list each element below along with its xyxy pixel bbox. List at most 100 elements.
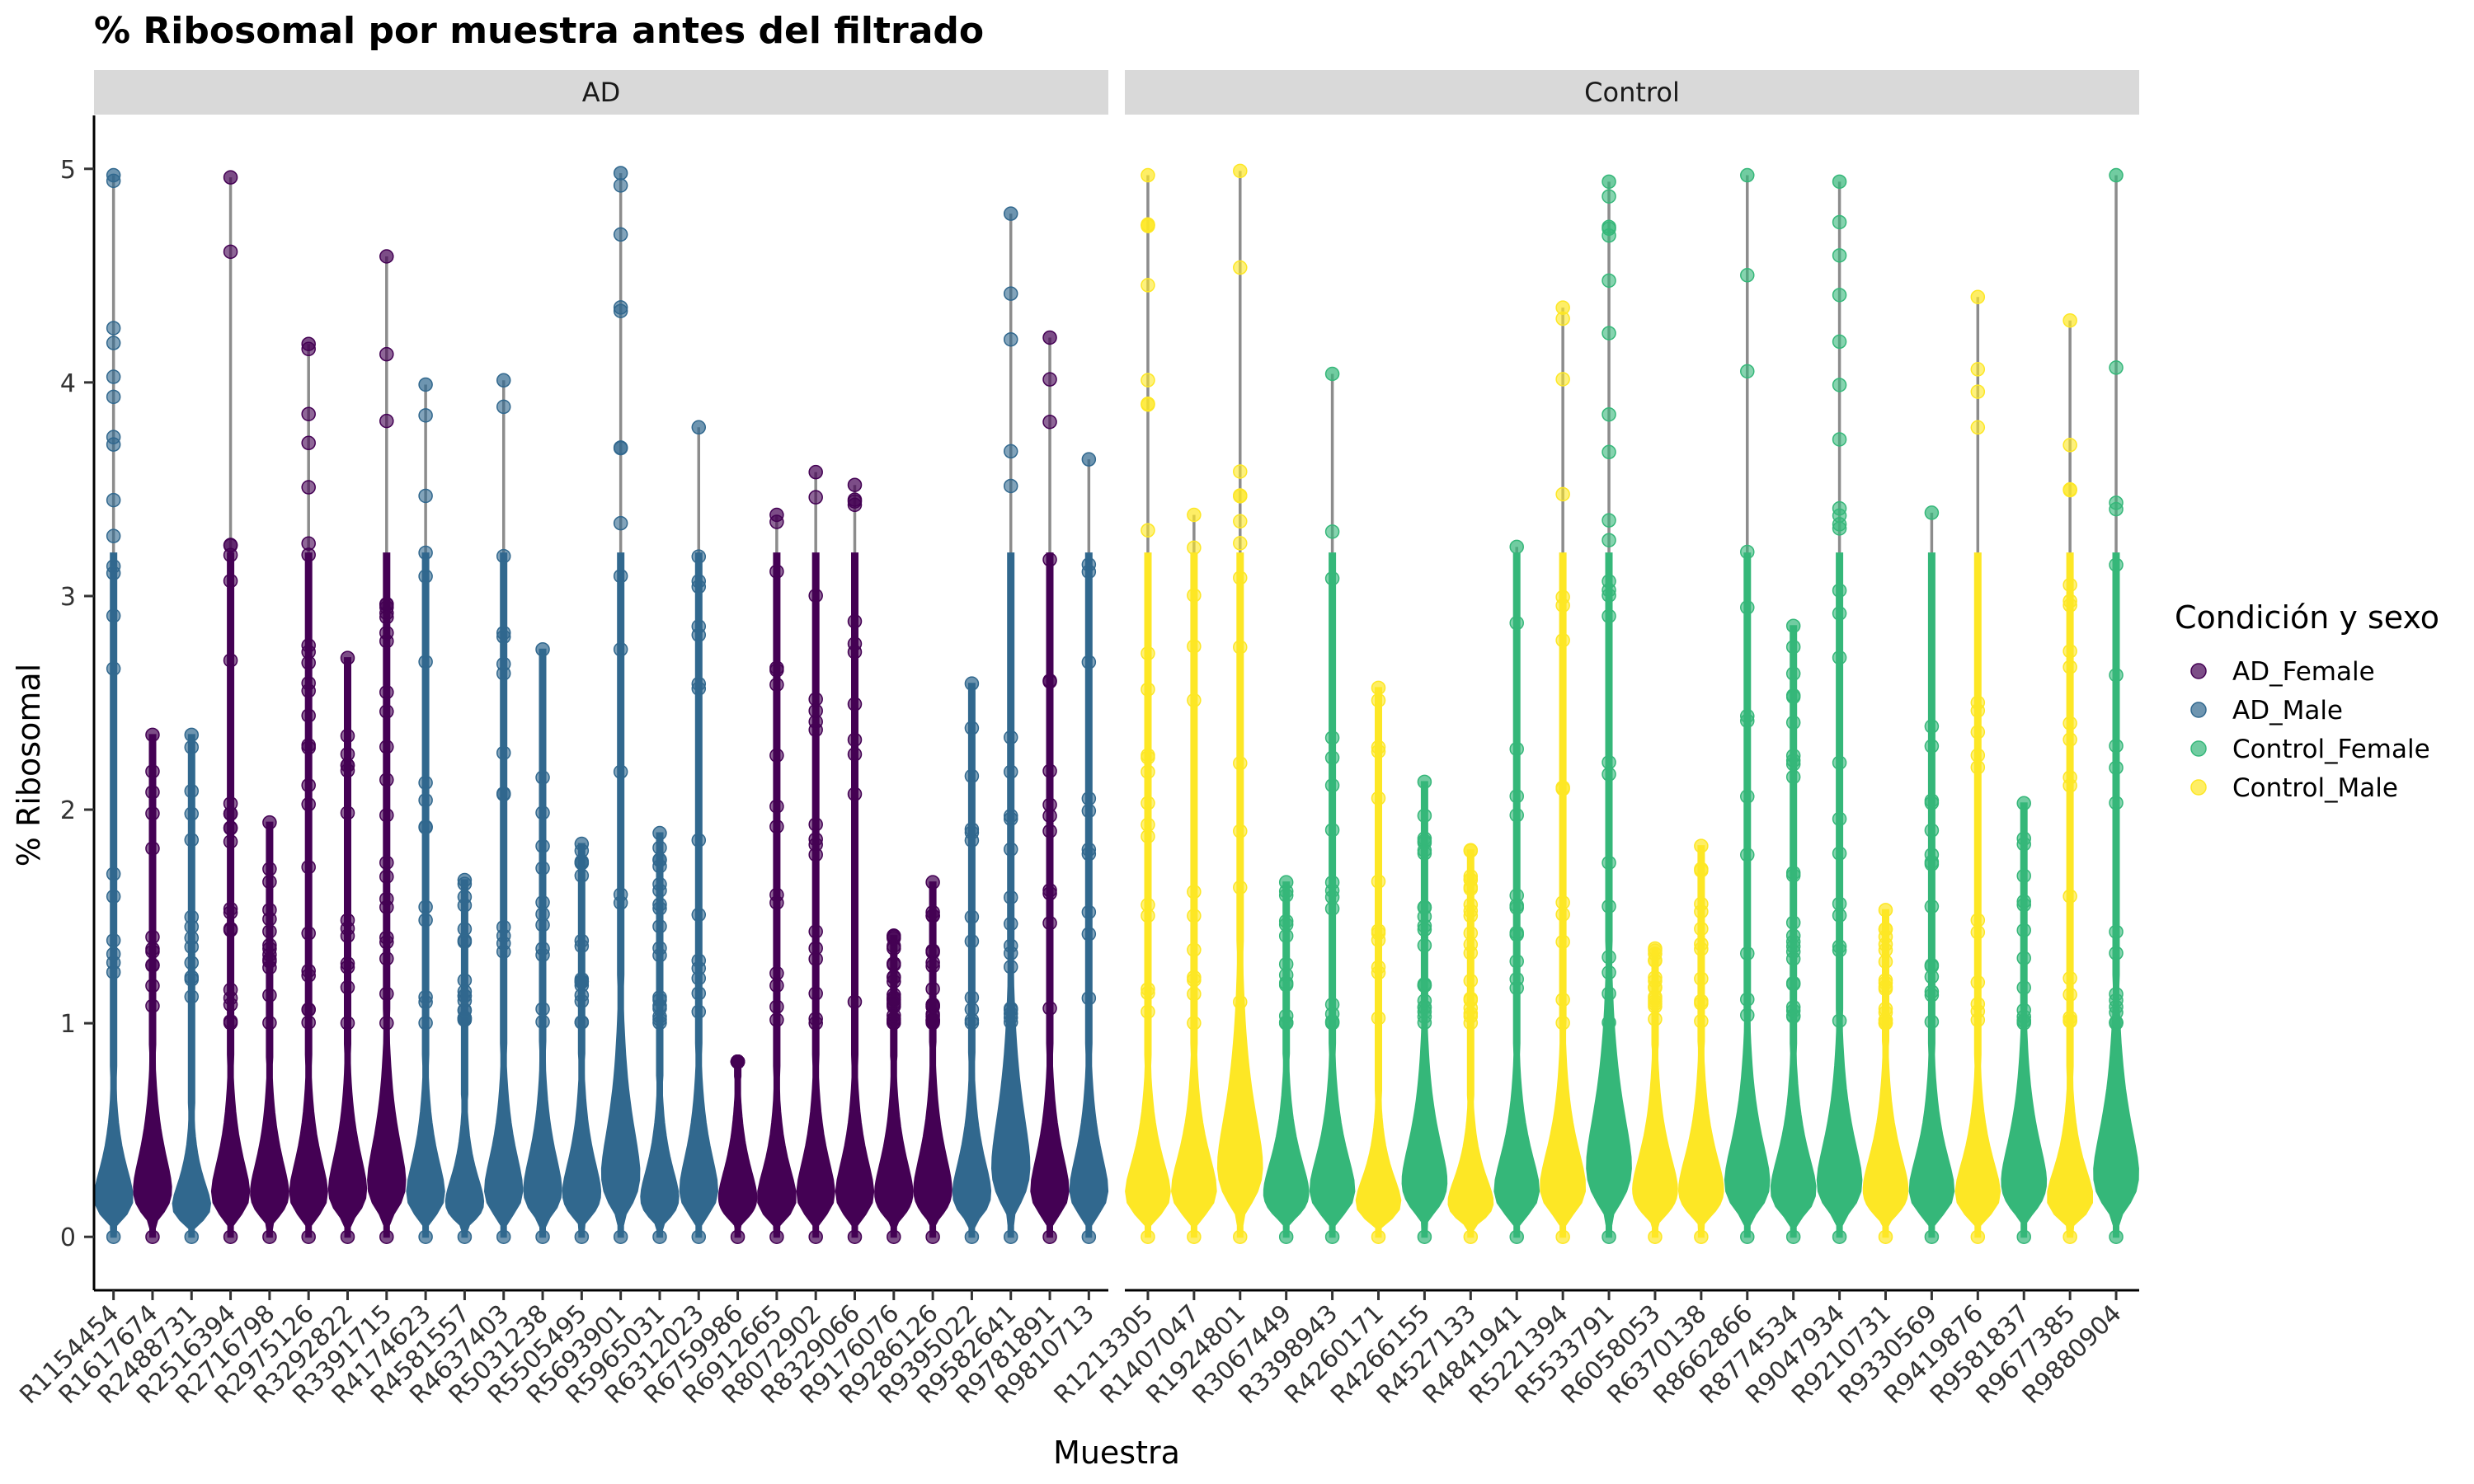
outlier-point [2109,738,2124,754]
outlier-point [1509,971,1524,987]
min-point [964,1229,980,1244]
outlier-point [1970,420,1986,435]
min-point [1694,1229,1709,1244]
outlier-point [574,868,590,883]
outlier-point [301,638,316,653]
outlier-point [1141,523,1155,538]
outlier-point [301,738,316,753]
outlier-point [964,933,980,949]
outlier-point [1878,929,1893,944]
outlier-point [613,515,628,531]
outlier-point [2109,360,2124,375]
outlier-point [535,1002,550,1017]
outlier-point [1042,763,1057,778]
violin-R9047934 [1816,174,1863,1244]
min-point [223,1229,238,1244]
outlier-point [379,808,394,823]
outlier-point [2062,716,2077,731]
outlier-point [1141,748,1155,763]
outlier-point [691,833,707,848]
outlier-point [1740,848,1755,862]
legend-item: Control_Female [2190,735,2430,764]
outlier-point [223,997,238,1012]
outlier-point [2062,598,2077,613]
outlier-point [2109,668,2124,683]
violin-R9582641 [990,206,1031,1244]
outlier-point [1003,808,1018,824]
outlier-point [1324,524,1340,539]
outlier-point [1740,600,1755,615]
max-point [769,507,784,523]
outlier-point [1694,937,1709,951]
outlier-point [301,406,316,421]
outlier-point [1417,918,1432,933]
outlier-point [184,909,200,925]
outlier-point [808,951,823,966]
outlier-point [1509,900,1524,915]
outlier-point [340,746,355,762]
outlier-point [418,819,433,834]
outlier-point [535,947,550,963]
outlier-point [1832,378,1847,392]
outlier-point [1463,991,1479,1006]
outlier-point [1003,444,1018,459]
outlier-point [1463,1006,1479,1021]
outlier-point [2062,481,2077,497]
legend-item: AD_Female [2190,657,2375,687]
violin-R9330569 [1908,505,1955,1244]
outlier-point [379,346,394,362]
max-point [1878,903,1893,918]
outlier-point [457,989,473,1003]
violin-R4266155 [1401,774,1448,1244]
min-point [535,1229,550,1244]
legend-item: Control_Male [2190,773,2398,803]
min-point [1371,1229,1386,1244]
y-axis: 0 1 2 3 4 5 [60,115,96,1290]
outlier-point [1509,888,1524,903]
outlier-point [106,437,121,452]
max-point [496,373,511,388]
max-point [2062,312,2077,328]
outlier-point [964,990,980,1005]
outlier-point [1278,888,1294,903]
outlier-point [808,837,823,852]
outlier-point [1003,916,1018,932]
outlier-point [1509,741,1524,757]
outlier-point [808,588,823,603]
outlier-point [262,912,277,927]
outlier-point [535,770,550,785]
outlier-point [1003,286,1018,301]
outlier-point [1555,598,1570,613]
min-point [457,1229,473,1244]
outlier-point [1141,682,1155,697]
outlier-point [808,490,823,505]
outlier-point [613,641,628,657]
violin-body [1540,552,1587,1238]
outlier-point [184,972,200,987]
outlier-point [1233,756,1248,771]
outlier-point [613,227,628,242]
outlier-point [769,978,784,993]
outlier-point [769,965,784,981]
outlier-point [808,1016,823,1031]
violin-R5505495 [562,836,602,1244]
legend: Condición y sexo AD_Female AD_Male Control… [2175,599,2439,803]
outlier-point [1417,808,1432,824]
violin-R2488731 [172,727,212,1244]
outlier-point [2062,660,2077,674]
outlier-point [223,905,238,920]
outlier-point [1970,695,1986,711]
outlier-point [1003,960,1018,974]
violin-R5221394 [1540,300,1587,1244]
outlier-point [301,968,316,983]
outlier-point [1970,725,1986,740]
min-point [1187,1229,1202,1244]
outlier-point [1924,1014,1940,1030]
facet-panels: ADR1154454R1617674R2488731R2516394R27167… [14,70,2139,1410]
outlier-point [925,981,940,997]
violin-R4527133 [1447,843,1494,1244]
outlier-point [847,645,863,660]
outlier-point [1141,764,1155,779]
outlier-point [340,728,355,744]
min-point [1648,1229,1663,1244]
